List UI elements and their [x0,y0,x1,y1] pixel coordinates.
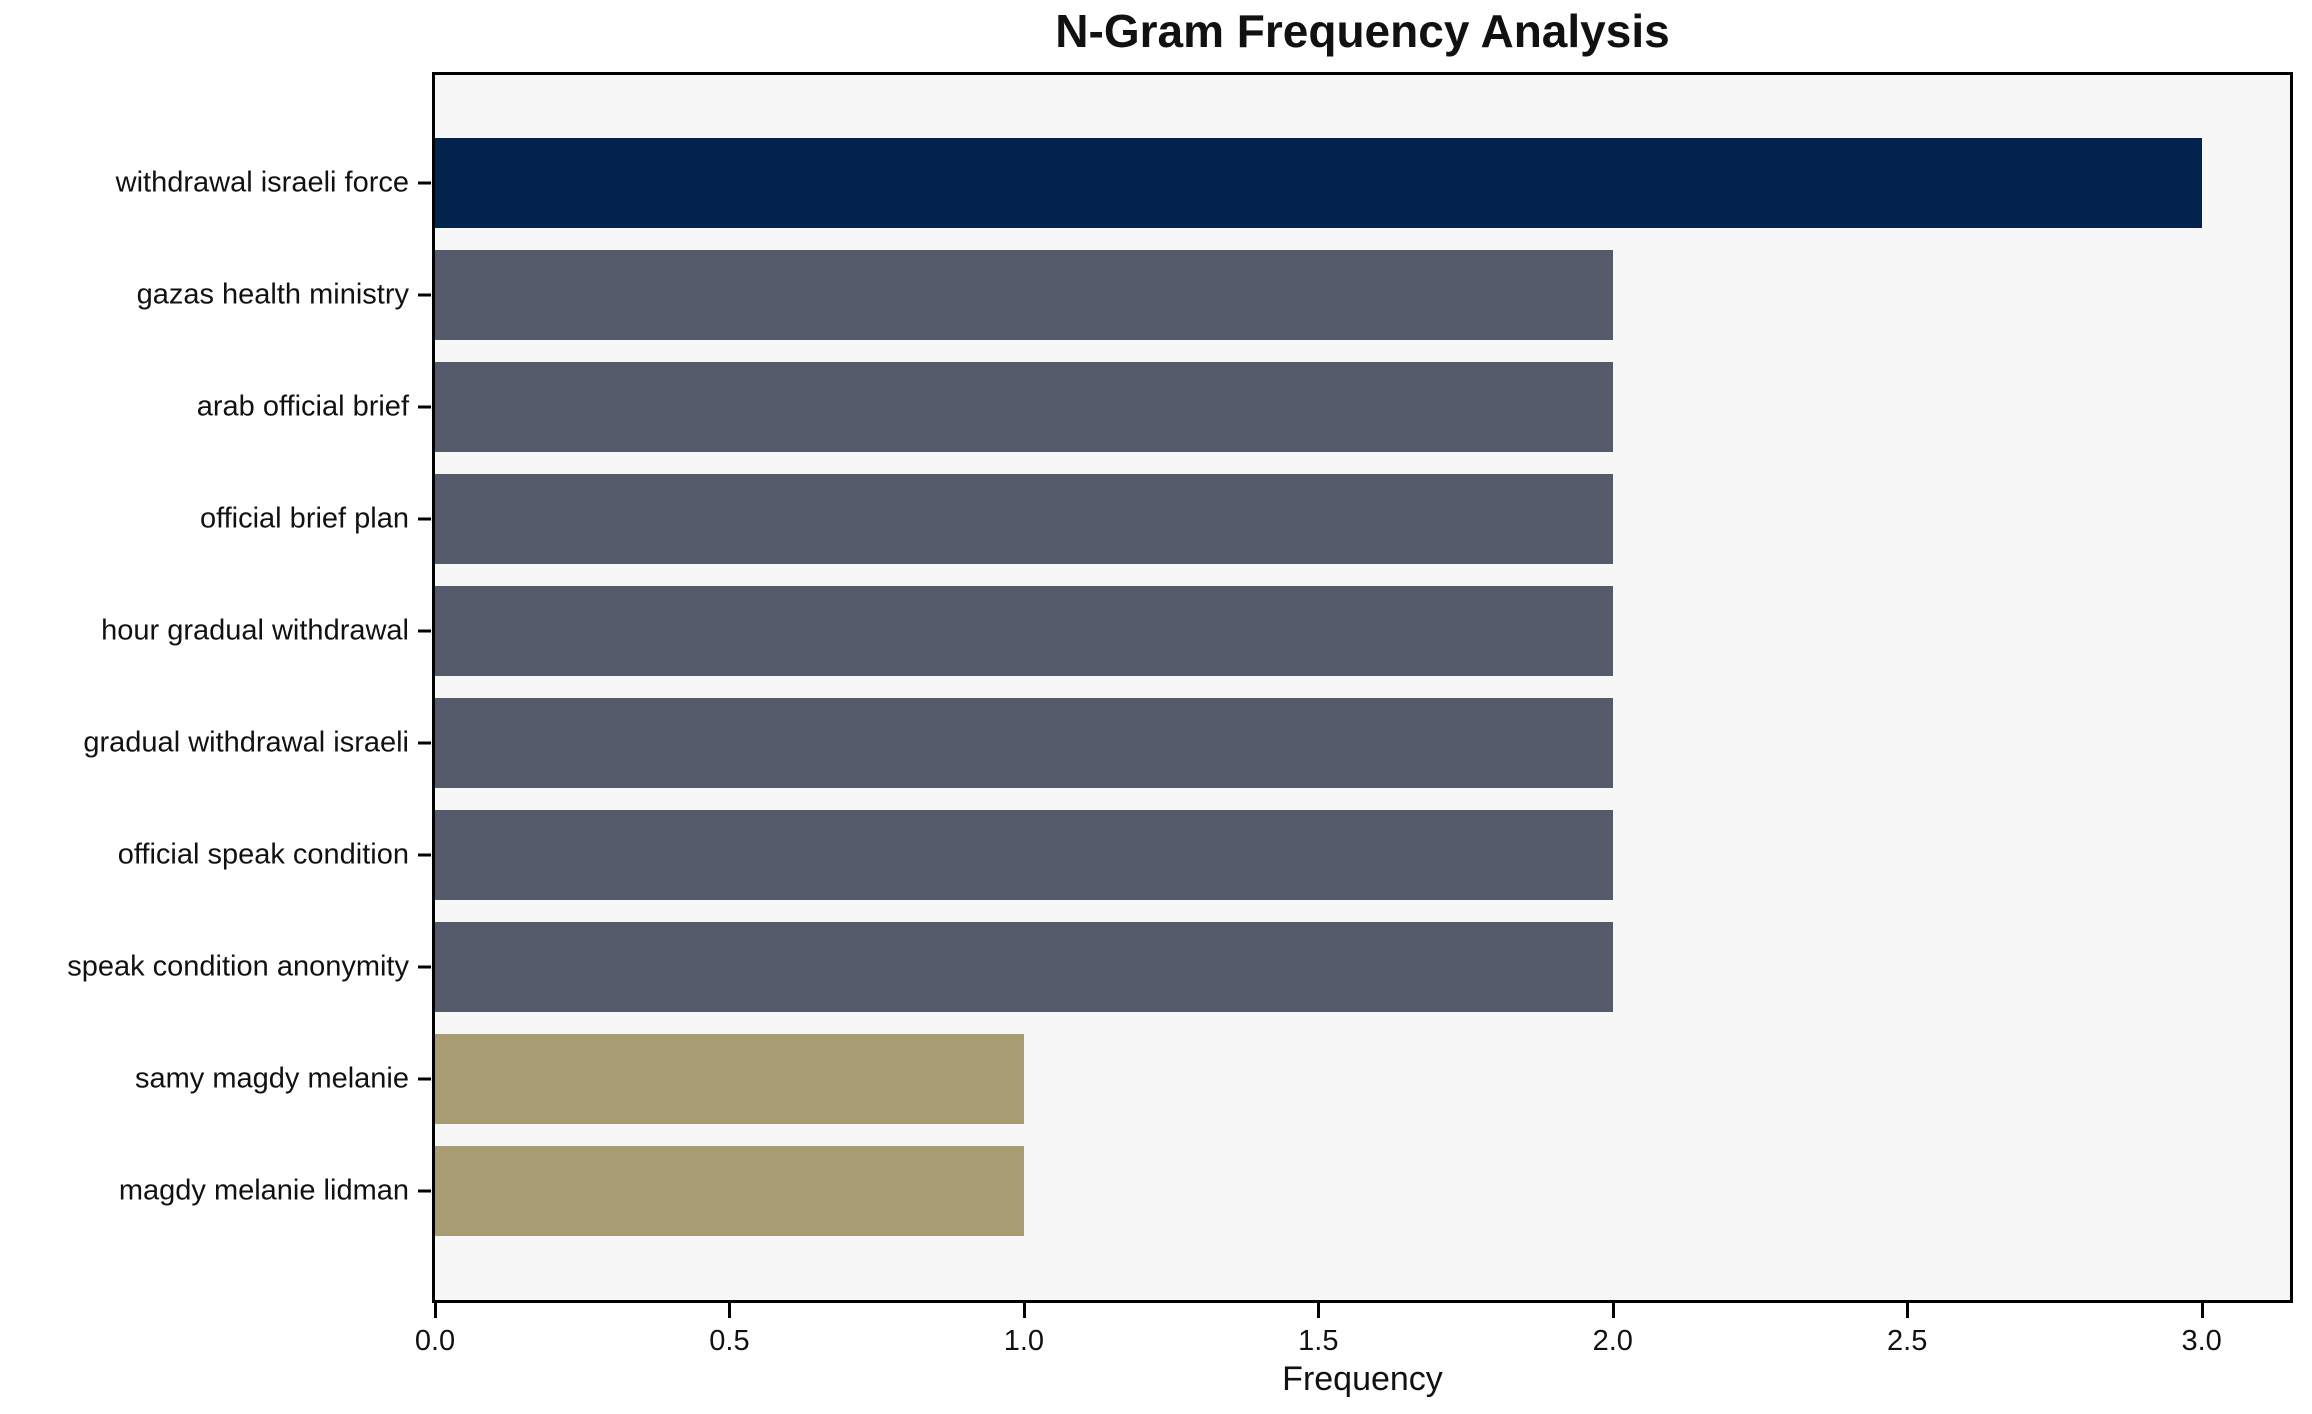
bar [435,1034,1024,1124]
bar [435,810,1613,900]
bar-row: arab official brief [197,351,2290,463]
x-tick-mark [1611,1303,1615,1318]
y-tick-mark [418,629,431,633]
bar [435,586,1613,676]
x-tick-mark [2200,1303,2204,1318]
x-tick-label: 1.5 [1298,1325,1339,1357]
x-tick-mark [1022,1303,1026,1318]
x-tick-mark [434,1303,437,1318]
bar [435,362,1613,452]
bar-row: withdrawal israeli force [116,127,2290,239]
bar-row: gazas health ministry [137,239,2290,351]
bar [435,922,1613,1012]
y-tick-label: gradual withdrawal israeli [83,726,409,759]
y-tick-label: gazas health ministry [136,278,409,311]
x-tick-label: 2.0 [1592,1325,1633,1357]
x-axis-label: Frequency [1282,1360,1443,1398]
y-tick-label: magdy melanie lidman [118,1174,409,1207]
y-tick-mark [418,853,431,857]
bar-row: hour gradual withdrawal [101,575,2290,687]
bar [435,250,1613,340]
y-tick-mark [418,405,431,409]
y-tick-mark [418,1077,431,1081]
x-tick-mark [728,1303,732,1318]
y-tick-mark [418,517,431,521]
y-tick-label: withdrawal israeli force [115,166,409,199]
y-tick-label: official speak condition [117,838,409,871]
bar-row: official brief plan [200,463,2290,575]
x-tick-mark [1906,1303,1910,1318]
bar-row: speak condition anonymity [67,911,2290,1023]
y-tick-mark [418,1189,431,1193]
bar [435,474,1613,564]
x-tick-mark [1317,1303,1321,1318]
bar [435,1146,1024,1236]
y-tick-label: hour gradual withdrawal [101,614,409,647]
y-tick-label: samy magdy melanie [135,1062,409,1095]
y-tick-mark [418,965,431,969]
y-tick-mark [418,181,431,185]
y-tick-label: speak condition anonymity [67,950,409,983]
bar [435,138,2202,228]
plot-area: withdrawal israeli force gazas health min… [67,72,2293,1303]
y-tick-mark [418,741,431,745]
x-tick-label: 0.5 [709,1325,750,1357]
bar-row: gradual withdrawal israeli [83,687,2290,799]
bar-row: official speak condition [118,799,2290,911]
y-tick-mark [418,293,431,297]
chart-title: N-Gram Frequency Analysis [1055,5,1670,57]
bar-row: magdy melanie lidman [119,1135,2290,1247]
x-tick-label: 2.5 [1887,1325,1928,1357]
bar-row: samy magdy melanie [135,1023,2290,1135]
x-tick-label: 3.0 [2181,1325,2222,1357]
y-tick-label: official brief plan [199,502,409,535]
x-tick-label: 0.0 [414,1325,456,1357]
x-tick-label: 1.0 [1003,1325,1045,1357]
bar [435,698,1613,788]
y-tick-label: arab official brief [196,390,409,423]
